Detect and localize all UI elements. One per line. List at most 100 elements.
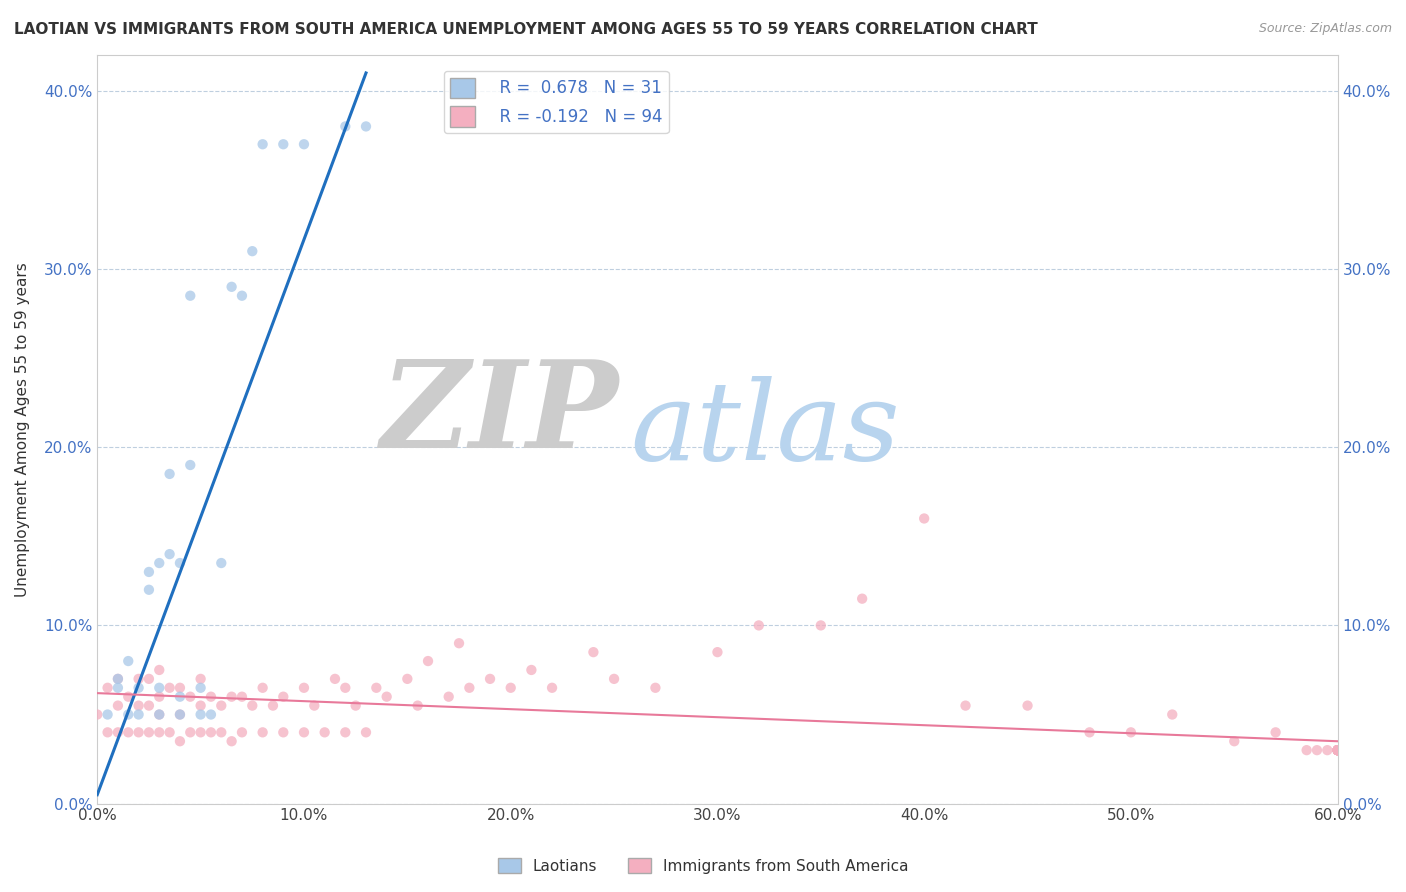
Point [138,725,160,739]
Point [128,725,150,739]
Point [354,120,377,134]
Point [148,690,170,704]
Point [159,681,181,695]
Point [107,698,129,713]
Point [1119,725,1142,739]
Point [97,707,120,722]
Point [314,725,336,739]
Legend:   R =  0.678   N = 31,   R = -0.192   N = 94: R = 0.678 N = 31, R = -0.192 N = 94 [444,71,669,133]
Point [1326,743,1348,757]
Point [1264,725,1286,739]
Point [366,681,388,695]
Point [252,137,274,152]
Point [603,672,626,686]
Point [252,725,274,739]
Point [292,725,315,739]
Point [1326,743,1348,757]
Point [1326,743,1348,757]
Point [271,137,294,152]
Point [209,698,232,713]
Point [138,582,160,597]
Point [179,458,201,472]
Point [179,289,201,303]
Point [335,681,357,695]
Point [86,707,108,722]
Point [159,725,181,739]
Point [221,690,243,704]
Point [148,556,170,570]
Text: ZIP: ZIP [380,355,619,474]
Point [541,681,564,695]
Point [1306,743,1329,757]
Point [107,725,129,739]
Point [179,690,201,704]
Text: atlas: atlas [631,376,900,483]
Point [706,645,728,659]
Point [148,707,170,722]
Point [117,725,139,739]
Point [1316,743,1339,757]
Point [190,707,212,722]
Point [169,707,191,722]
Point [1326,743,1348,757]
Point [240,698,263,713]
Point [200,690,222,704]
Point [179,725,201,739]
Point [335,120,357,134]
Point [406,698,429,713]
Point [810,618,832,632]
Point [97,681,120,695]
Point [354,725,377,739]
Point [335,725,357,739]
Point [479,672,502,686]
Point [169,556,191,570]
Legend: Laotians, Immigrants from South America: Laotians, Immigrants from South America [492,852,914,880]
Point [955,698,977,713]
Point [323,672,346,686]
Point [458,681,481,695]
Point [221,280,243,294]
Point [117,690,139,704]
Point [582,645,605,659]
Point [128,707,150,722]
Point [1326,743,1348,757]
Point [200,725,222,739]
Point [1326,743,1348,757]
Point [271,725,294,739]
Point [159,547,181,561]
Point [231,289,253,303]
Point [292,137,315,152]
Point [107,681,129,695]
Point [1161,707,1184,722]
Point [169,690,191,704]
Point [190,672,212,686]
Point [1326,743,1348,757]
Point [1326,743,1348,757]
Point [416,654,439,668]
Point [437,690,460,704]
Point [240,244,263,259]
Point [499,681,522,695]
Point [128,681,150,695]
Point [107,672,129,686]
Point [396,672,419,686]
Point [1295,743,1317,757]
Text: Source: ZipAtlas.com: Source: ZipAtlas.com [1258,22,1392,36]
Point [200,707,222,722]
Point [292,681,315,695]
Point [1326,743,1348,757]
Point [1326,743,1348,757]
Text: LAOTIAN VS IMMIGRANTS FROM SOUTH AMERICA UNEMPLOYMENT AMONG AGES 55 TO 59 YEARS : LAOTIAN VS IMMIGRANTS FROM SOUTH AMERICA… [14,22,1038,37]
Point [190,698,212,713]
Point [447,636,470,650]
Point [271,690,294,704]
Point [169,681,191,695]
Point [107,672,129,686]
Point [231,690,253,704]
Point [148,707,170,722]
Point [97,725,120,739]
Point [1223,734,1246,748]
Point [190,681,212,695]
Point [190,725,212,739]
Point [231,725,253,739]
